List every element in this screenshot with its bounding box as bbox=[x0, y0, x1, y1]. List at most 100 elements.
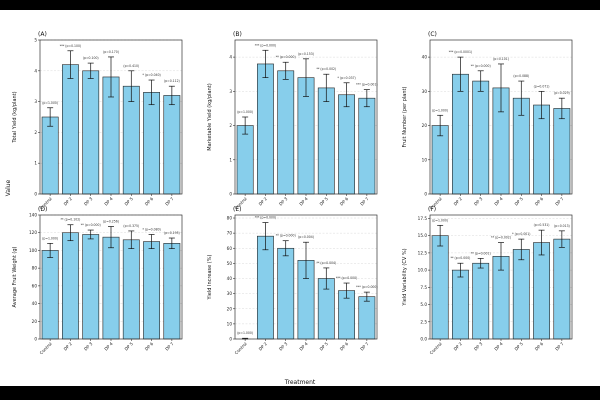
panel-label: (C) bbox=[428, 31, 437, 38]
data-annotation: * (p=0.001) bbox=[512, 232, 530, 236]
y-tick-label: 120 bbox=[29, 230, 37, 235]
data-annotation: (p=0.170) bbox=[103, 50, 119, 54]
bar bbox=[236, 125, 254, 195]
axes-frame bbox=[234, 39, 378, 195]
panel-label: (A) bbox=[38, 31, 47, 38]
y-tick-label: 4 bbox=[34, 68, 37, 73]
x-tick-label: DP 3 bbox=[83, 196, 94, 207]
data-annotation: (p=0.088) bbox=[513, 74, 529, 78]
y-tick-label: 0 bbox=[229, 192, 232, 197]
x-tick-label: Control bbox=[429, 341, 443, 355]
figure-svg: Value Treatment 0 1 2 3 4 5 (p=1.000) Control **… bbox=[5, 31, 573, 386]
data-annotation: *** (p=0.0001) bbox=[449, 50, 472, 54]
y-tick-label: 0 bbox=[34, 337, 37, 342]
x-tick-label: DP 3 bbox=[278, 196, 289, 207]
x-tick-label: DP 3 bbox=[278, 341, 289, 352]
y-tick-label: 3 bbox=[229, 89, 232, 94]
data-annotation: ** (p=0.000) bbox=[450, 256, 470, 260]
data-annotation: (p=0.029) bbox=[554, 91, 570, 95]
y-tick-label: 40 bbox=[422, 55, 428, 60]
y-tick-label: 40 bbox=[32, 301, 38, 306]
y-tick-label: 2 bbox=[34, 130, 37, 135]
x-tick-label: DP 2 bbox=[453, 341, 464, 352]
data-annotation: *** (p=0.000) bbox=[336, 276, 357, 280]
panel-label: (D) bbox=[38, 206, 47, 213]
y-tick-label: 7.5 bbox=[420, 285, 427, 290]
data-annotation: (p=0.071) bbox=[534, 84, 550, 88]
y-tick-label: 70 bbox=[227, 231, 233, 236]
bar bbox=[533, 242, 550, 340]
x-tick-label: DP 2 bbox=[258, 196, 269, 207]
x-tick-label: DP 4 bbox=[298, 196, 309, 207]
x-tick-label: DP 6 bbox=[534, 196, 545, 207]
y-tick-label: 140 bbox=[29, 213, 37, 218]
y-axis-label: Yield Increase (%) bbox=[207, 255, 213, 301]
y-axis-label: Total Yield (kg/plant) bbox=[12, 91, 18, 143]
bar bbox=[163, 243, 181, 340]
data-annotation: (p=0.256) bbox=[103, 220, 119, 224]
x-tick-label: DP 6 bbox=[339, 196, 350, 207]
data-annotation: (p=0.375) bbox=[123, 224, 139, 228]
data-annotation: ** (p=0.004) bbox=[316, 261, 336, 265]
y-tick-label: 80 bbox=[32, 266, 38, 271]
y-tick-label: 20 bbox=[32, 319, 38, 324]
x-tick-label: DP 6 bbox=[534, 341, 545, 352]
x-tick-label: DP 5 bbox=[319, 341, 330, 352]
x-tick-label: DP 2 bbox=[453, 196, 464, 207]
data-annotation: (p=1.000) bbox=[432, 108, 448, 112]
bar bbox=[553, 238, 571, 340]
figure-xlabel: Treatment bbox=[284, 379, 316, 386]
x-tick-label: DP 6 bbox=[144, 196, 155, 207]
bar bbox=[452, 73, 469, 195]
y-axis-label: Yield Variability (CV %) bbox=[402, 248, 408, 306]
y-tick-label: 12.5 bbox=[418, 250, 428, 255]
y-tick-label: 5 bbox=[34, 38, 37, 43]
bar bbox=[41, 250, 59, 340]
y-tick-label: 20 bbox=[422, 123, 428, 128]
data-annotation: (p=0.195) bbox=[164, 231, 180, 235]
bar bbox=[512, 249, 530, 340]
x-tick-label: DP 6 bbox=[144, 341, 155, 352]
x-tick-label: DP 4 bbox=[103, 196, 114, 207]
bar bbox=[257, 63, 274, 195]
bar bbox=[358, 97, 376, 195]
bar bbox=[358, 296, 376, 340]
x-tick-label: DP 7 bbox=[164, 196, 175, 207]
data-annotation: *** (p=0.001) bbox=[356, 83, 377, 87]
bar bbox=[452, 269, 469, 340]
data-annotation: (p=1.000) bbox=[42, 101, 58, 105]
panel-label: (F) bbox=[428, 206, 436, 213]
bar bbox=[338, 94, 355, 195]
data-annotation: ** (p=0.000) bbox=[276, 234, 296, 238]
bar bbox=[143, 92, 160, 195]
data-annotation: *** (p=0.000) bbox=[356, 285, 377, 289]
bar bbox=[317, 87, 335, 195]
data-annotation: * (p=0.040) bbox=[142, 73, 160, 77]
y-tick-label: 60 bbox=[32, 283, 38, 288]
y-tick-label: 5.0 bbox=[420, 302, 427, 307]
data-annotation: * (p=0.080) bbox=[142, 227, 160, 231]
bar bbox=[257, 235, 274, 340]
y-tick-label: 0 bbox=[424, 192, 427, 197]
y-tick-label: 17.5 bbox=[418, 216, 428, 221]
bar bbox=[472, 262, 490, 340]
y-tick-label: 20 bbox=[227, 306, 233, 311]
x-tick-label: DP 4 bbox=[103, 341, 114, 352]
x-tick-label: DP 3 bbox=[473, 196, 484, 207]
bar bbox=[472, 80, 490, 195]
data-annotation: (p=0.101) bbox=[493, 57, 509, 61]
x-tick-label: DP 3 bbox=[473, 341, 484, 352]
figure-canvas: Value Treatment 0 1 2 3 4 5 (p=1.000) Control **… bbox=[0, 10, 600, 386]
data-annotation: ** (p=0.102) bbox=[60, 218, 80, 222]
x-tick-label: DP 5 bbox=[319, 196, 330, 207]
y-tick-label: 1 bbox=[34, 161, 37, 166]
y-tick-label: 10 bbox=[422, 157, 428, 162]
y-tick-label: 30 bbox=[227, 291, 233, 296]
data-annotation: (p=1.000) bbox=[237, 110, 253, 114]
data-annotation: (p=0.410) bbox=[123, 64, 139, 68]
x-tick-label: Control bbox=[234, 341, 248, 355]
